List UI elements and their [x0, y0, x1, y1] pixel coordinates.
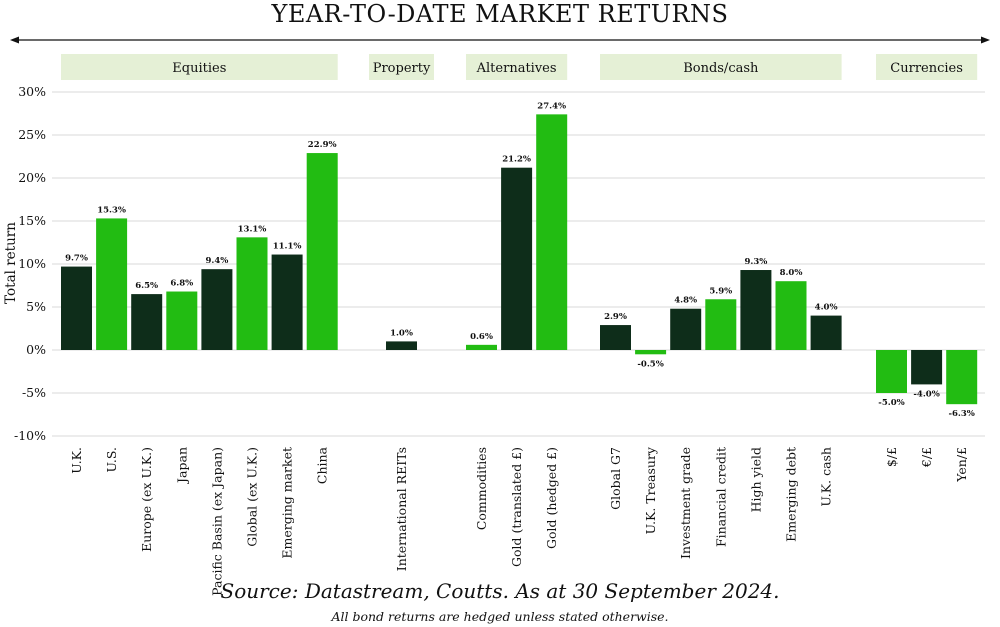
- x-category-label: U.K. Treasury: [643, 446, 658, 534]
- x-category-label: $/£: [884, 447, 899, 467]
- x-category-label: Gold (hedged £): [544, 447, 559, 549]
- bar: [911, 350, 943, 385]
- chart-title: YEAR-TO-DATE MARKET RETURNS: [270, 0, 728, 28]
- bars: [61, 114, 978, 405]
- x-category-label: Global G7: [608, 447, 623, 510]
- x-category-label: €/£: [919, 447, 934, 468]
- x-category-label: Financial credit: [713, 447, 728, 547]
- data-label: 4.0%: [815, 303, 838, 313]
- bar: [536, 114, 568, 350]
- y-axis-label: Total return: [3, 222, 19, 304]
- group-headers: Equities Property Alternatives Bonds/cash Cu…: [61, 54, 978, 80]
- group-header-band: [61, 54, 338, 80]
- bar: [96, 218, 128, 350]
- data-label: 15.3%: [97, 205, 126, 215]
- bar: [271, 254, 303, 350]
- x-category-label: Japan: [174, 447, 189, 485]
- x-category-label: High yield: [748, 447, 763, 512]
- x-axis-categories: U.K. U.S. Europe (ex U.K.) Japan Pacific Bas…: [69, 446, 969, 596]
- bar: [876, 350, 907, 393]
- source-text: Source: Datastream, Coutts. As at 30 Sep…: [221, 579, 780, 603]
- x-category-label: Yen/£: [954, 447, 969, 483]
- data-label: 6.5%: [135, 281, 158, 291]
- x-category-label: International REITs: [394, 447, 409, 571]
- bar: [501, 167, 533, 350]
- y-tick-label: 30%: [18, 84, 46, 99]
- bar: [635, 350, 667, 355]
- y-tick-label: 20%: [18, 170, 46, 185]
- bar: [946, 350, 978, 405]
- bar: [600, 325, 631, 350]
- data-label: 22.9%: [308, 140, 337, 150]
- group-header-label: Alternatives: [476, 61, 557, 76]
- data-label: -5.0%: [878, 398, 904, 408]
- group-header-label: Property: [373, 61, 431, 76]
- bar: [705, 299, 737, 350]
- group-header-band: [369, 54, 434, 80]
- y-axis-ticks: 30% 25% 20% 15% 10% 5% 0% -5% -10%: [14, 84, 46, 443]
- bar: [61, 266, 92, 350]
- x-category-label: Emerging debt: [784, 447, 799, 542]
- x-category-label: Global (ex U.K.): [245, 447, 260, 547]
- x-category-label: China: [315, 446, 330, 484]
- y-tick-label: 10%: [18, 256, 46, 271]
- x-category-label: Europe (ex U.K.): [139, 447, 154, 552]
- bar: [810, 315, 842, 350]
- x-category-label: Gold (translated £): [509, 447, 524, 567]
- data-label: 9.4%: [205, 256, 228, 266]
- y-tick-label: -10%: [14, 428, 46, 443]
- bar: [740, 270, 772, 350]
- group-header-band: [466, 54, 568, 80]
- x-category-label: U.S.: [104, 447, 119, 472]
- data-label: 2.9%: [604, 312, 627, 322]
- data-label: -4.0%: [913, 389, 939, 399]
- data-label: 0.6%: [470, 332, 493, 342]
- bar: [201, 269, 233, 350]
- bar: [166, 291, 198, 350]
- data-label: 6.8%: [170, 279, 193, 289]
- y-tick-label: 15%: [18, 213, 46, 228]
- bar: [306, 153, 338, 350]
- y-tick-label: 0%: [26, 342, 46, 357]
- bar: [131, 294, 163, 350]
- y-tick-label: 5%: [26, 299, 46, 314]
- data-labels: 9.7% 15.3% 6.5% 6.8% 9.4% 13.1% 11.1% 22.9% 1.0%…: [65, 101, 975, 419]
- group-header-band: [876, 54, 978, 80]
- bar: [670, 308, 702, 350]
- data-label: 27.4%: [537, 101, 566, 111]
- x-category-label: Investment grade: [678, 447, 693, 559]
- data-label: 11.1%: [273, 242, 302, 252]
- data-label: 5.9%: [709, 286, 732, 296]
- bar: [775, 281, 807, 350]
- x-category-label: U.K.: [69, 447, 84, 474]
- bar: [236, 237, 268, 350]
- data-label: 1.0%: [390, 328, 413, 338]
- bar: [386, 341, 417, 350]
- y-tick-label: -5%: [22, 385, 46, 400]
- x-category-label: U.K. cash: [819, 447, 834, 507]
- group-header-label: Bonds/cash: [683, 61, 759, 76]
- header-arrow: [10, 36, 990, 44]
- x-category-label: Emerging market: [280, 447, 295, 559]
- data-label: 9.3%: [744, 257, 767, 267]
- data-label: 8.0%: [780, 268, 803, 278]
- group-header-band: [600, 54, 842, 80]
- group-header-label: Equities: [172, 61, 226, 76]
- y-tick-label: 25%: [18, 127, 46, 142]
- x-category-label: Commodities: [474, 447, 489, 530]
- bar: [466, 344, 497, 350]
- group-header-label: Currencies: [890, 61, 963, 76]
- x-category-label: Pacific Basin (ex Japan): [209, 447, 224, 596]
- data-label: 9.7%: [65, 254, 88, 264]
- data-label: -0.5%: [637, 359, 663, 369]
- footnote-text: All bond returns are hedged unless state…: [330, 609, 668, 624]
- data-label: 4.8%: [674, 296, 697, 306]
- data-label: -6.3%: [948, 409, 974, 419]
- data-label: 13.1%: [238, 224, 267, 234]
- data-label: 21.2%: [502, 155, 531, 165]
